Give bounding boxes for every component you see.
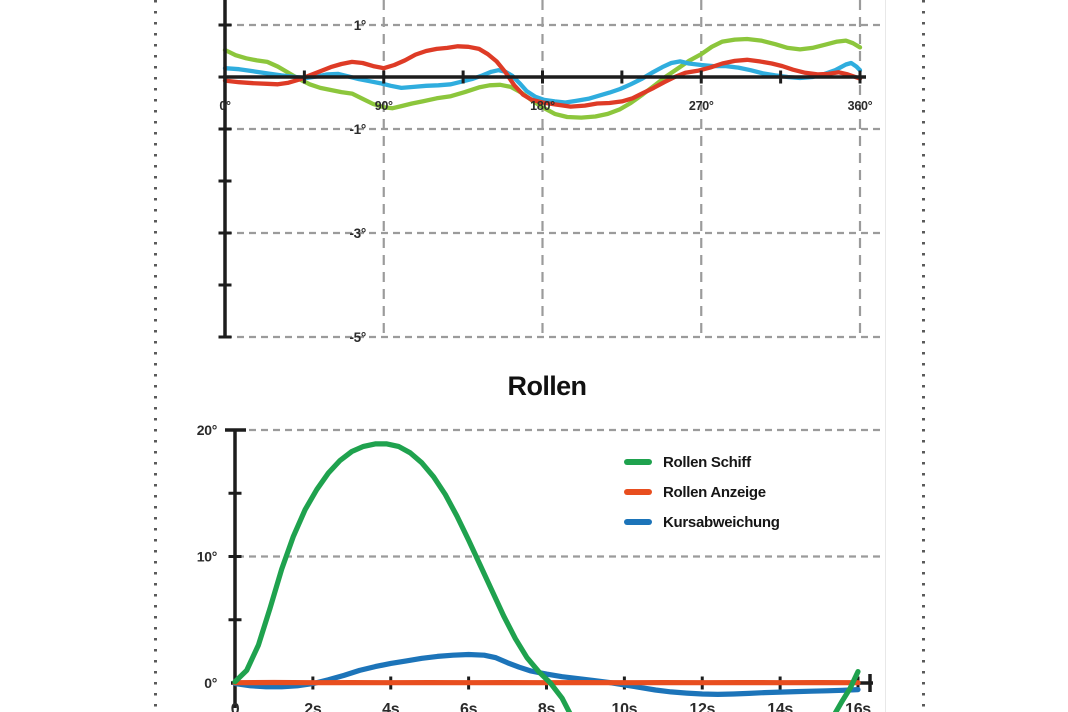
axes [218, 0, 866, 339]
tick-label: 6s [460, 701, 478, 712]
legend-swatch-line [624, 519, 652, 525]
legend-label: Rollen Anzeige [663, 483, 766, 501]
tick-label: 90° [375, 99, 393, 113]
dotted-page-border-right [922, 0, 925, 712]
tick-label: 1° [354, 18, 366, 33]
tick-label: 2s [304, 701, 322, 712]
tick-label: -3° [349, 226, 366, 241]
tick-label: 0° [219, 99, 231, 113]
series [232, 441, 861, 712]
tick-label: -1° [349, 122, 366, 137]
dotted-page-border-left [154, 0, 157, 712]
tick-label: 14s [767, 701, 793, 712]
tick-label: -5° [349, 330, 366, 345]
tick-label: 270° [689, 99, 714, 113]
legend-label: Rollen Schiff [663, 453, 751, 471]
tick-label: 8s [538, 701, 556, 712]
rollen-chart: 20° 10° 0° 0 2s 4s 6s 8s 10s 12s 14s 16s [197, 422, 885, 712]
series-line [232, 441, 861, 712]
tick-label: 20° [197, 422, 217, 438]
tick-label: 180° [530, 99, 555, 113]
grid [225, 0, 885, 339]
chart-column-edge-line [885, 0, 886, 712]
tick-label: 360° [848, 99, 873, 113]
legend-item: Rollen Schiff [624, 447, 780, 477]
tick-label: 0 [231, 701, 240, 712]
tick-label: 16s [845, 701, 871, 712]
tick-label: 4s [382, 701, 400, 712]
tick-label: 12s [689, 701, 715, 712]
legend-swatch-line [624, 489, 652, 495]
legend-item: Kursabweichung [624, 507, 780, 537]
rollen-legend: Rollen Schiff Rollen Anzeige Kursabweichun… [624, 447, 780, 537]
tick-label: 0° [204, 675, 217, 691]
series-line [222, 44, 863, 109]
legend-swatch-line [624, 459, 652, 465]
course-deviation-chart: 1° -1° -3° -5° 0° 90° 180° 270° 360° [218, 0, 885, 345]
legend-label: Kursabweichung [663, 513, 780, 531]
legend-item: Rollen Anzeige [624, 477, 780, 507]
grid [237, 428, 885, 558]
tick-label: 10s [611, 701, 637, 712]
labels: 1° -1° -3° -5° 0° 90° 180° 270° 360° [219, 18, 873, 345]
tick-label: 10° [197, 549, 217, 565]
labels: 20° 10° 0° 0 2s 4s 6s 8s 10s 12s 14s 16s [197, 422, 872, 712]
chart-title: Rollen [507, 371, 588, 401]
